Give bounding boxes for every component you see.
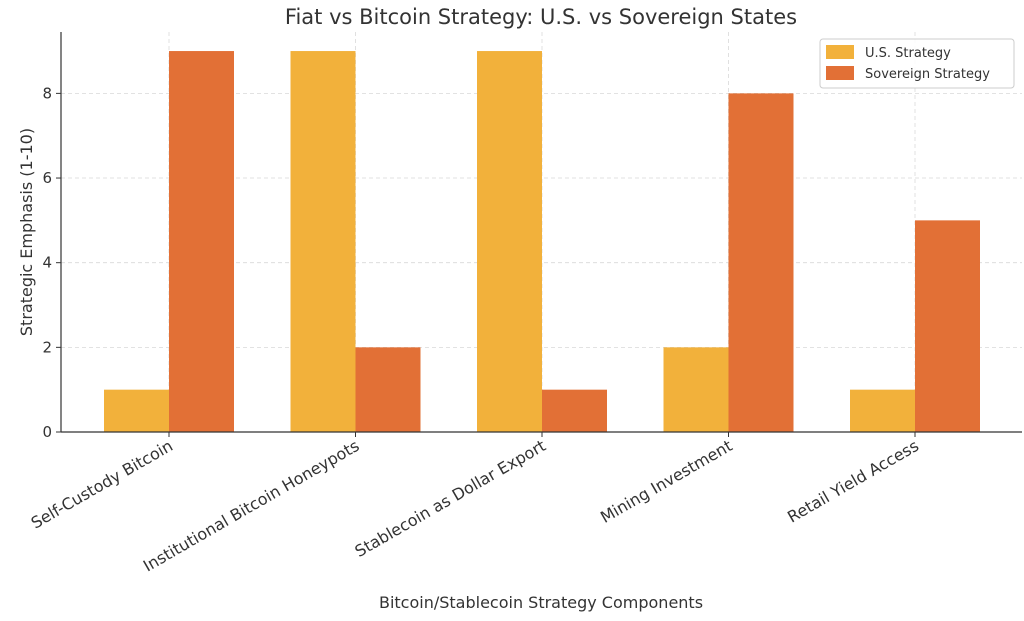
legend-swatch-us-strategy bbox=[826, 45, 854, 59]
y-tick-label: 0 bbox=[42, 423, 52, 441]
legend: U.S. Strategy Sovereign Strategy bbox=[819, 38, 1015, 89]
bar-u-s-strategy bbox=[477, 51, 542, 433]
legend-label-sovereign-strategy: Sovereign Strategy bbox=[865, 67, 990, 82]
y-tick-label: 8 bbox=[42, 84, 52, 102]
bar-sovereign-strategy bbox=[355, 347, 421, 432]
bar-sovereign-strategy bbox=[169, 51, 234, 433]
x-tick-label: Retail Yield Access bbox=[784, 436, 922, 527]
bar-sovereign-strategy bbox=[915, 220, 980, 432]
bar-u-s-strategy bbox=[104, 389, 169, 432]
y-tick-label: 2 bbox=[42, 338, 52, 356]
chart-title: Fiat vs Bitcoin Strategy: U.S. vs Sovere… bbox=[285, 5, 797, 29]
y-axis-label: Strategic Emphasis (1-10) bbox=[17, 128, 36, 336]
x-tick-label: Mining Investment bbox=[597, 436, 735, 527]
bar-sovereign-strategy bbox=[728, 93, 794, 432]
y-tick-label: 6 bbox=[42, 169, 52, 187]
y-ticks: 0 2 4 6 8 bbox=[42, 84, 61, 441]
legend-swatch-sovereign-strategy bbox=[826, 66, 854, 80]
bar-layer bbox=[104, 51, 980, 433]
legend-frame bbox=[819, 38, 1015, 89]
x-tick-label: Institutional Bitcoin Honeypots bbox=[140, 436, 363, 576]
bar-u-s-strategy bbox=[850, 389, 915, 432]
x-tick-label: Self-Custody Bitcoin bbox=[28, 436, 176, 533]
legend-label-us-strategy: U.S. Strategy bbox=[865, 46, 951, 61]
x-axis-label: Bitcoin/Stablecoin Strategy Components bbox=[379, 593, 703, 612]
bar-u-s-strategy bbox=[290, 51, 356, 433]
bar-u-s-strategy bbox=[663, 347, 729, 432]
bar-sovereign-strategy bbox=[542, 389, 607, 432]
y-tick-label: 4 bbox=[42, 254, 52, 272]
x-tick-label: Stablecoin as Dollar Export bbox=[352, 436, 549, 561]
